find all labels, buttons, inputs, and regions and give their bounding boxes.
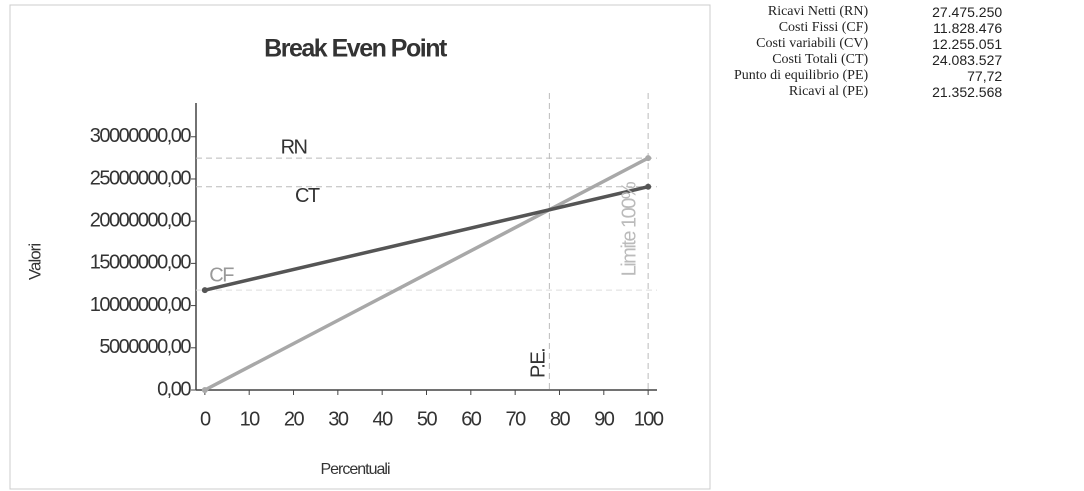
x-tick-label: 30 bbox=[328, 408, 349, 430]
summary-rows: Ricavi Netti (RN) 27.475.250 Costi Fissi (… bbox=[720, 4, 1002, 100]
summary-row: Costi Totali (CT) 24.083.527 bbox=[720, 52, 1002, 68]
row-value: 77,72 bbox=[967, 68, 1003, 84]
row-label: Ricavi Netti (RN) bbox=[767, 4, 869, 19]
point bbox=[201, 287, 208, 294]
row-value: 24.083.527 bbox=[932, 52, 1003, 68]
row-label: Punto di equilibrio (PE) bbox=[734, 68, 869, 83]
x-axis-label: Percentuali bbox=[320, 461, 389, 478]
x-tick-label: 50 bbox=[417, 408, 438, 430]
row-value: 11.828.476 bbox=[933, 20, 1003, 36]
row-value: 21.352.568 bbox=[932, 84, 1003, 100]
chart-frame bbox=[9, 4, 711, 490]
y-tick-label: 15000000,00 bbox=[90, 252, 192, 274]
series-label: CT bbox=[295, 185, 320, 207]
x-tick-label: 0 bbox=[200, 408, 211, 430]
y-axis-label: Valori bbox=[25, 244, 44, 280]
chart: Break Even Point Valori Percentuali 0,00… bbox=[9, 4, 711, 490]
summary-row: Costi variabili (CV) 12.255.051 bbox=[720, 36, 1002, 52]
x-tick-label: 100 bbox=[634, 408, 664, 430]
x-tick-label: 10 bbox=[240, 408, 261, 430]
x-tick-label: 40 bbox=[373, 408, 394, 430]
y-tick-label: 20000000,00 bbox=[90, 209, 192, 231]
chart-title: Break Even Point bbox=[264, 35, 448, 63]
row-value: 27.475.250 bbox=[932, 4, 1003, 20]
summary-row: Punto di equilibrio (PE) 77,72 bbox=[720, 68, 1002, 84]
point bbox=[645, 155, 652, 162]
y-tick-label: 25000000,00 bbox=[90, 167, 192, 189]
series-line bbox=[204, 156, 649, 392]
x-tick-label: 90 bbox=[594, 408, 615, 430]
annotation: CF bbox=[209, 264, 234, 286]
x-tick-label: 20 bbox=[284, 408, 305, 430]
y-tick-label: 0,00 bbox=[157, 378, 191, 400]
point bbox=[201, 387, 208, 393]
summary-row: Costi Fissi (CF) 11.828.476 bbox=[720, 20, 1002, 36]
x-tick-label: 80 bbox=[550, 408, 571, 430]
row-label: Costi Totali (CT) bbox=[772, 52, 869, 67]
annotation: P.E. bbox=[528, 349, 550, 378]
x-tick-label: 70 bbox=[506, 408, 527, 430]
row-value: 12.255.051 bbox=[932, 36, 1003, 52]
summary-row: Ricavi al (PE) 21.352.568 bbox=[720, 84, 1002, 100]
row-label: Ricavi al (PE) bbox=[788, 84, 869, 99]
row-label: Costi variabili (CV) bbox=[756, 36, 869, 51]
y-tick-label: 5000000,00 bbox=[99, 336, 191, 358]
x-tick-label: 60 bbox=[461, 408, 482, 430]
summary-table: Ricavi Netti (RN) 27.475.250 Costi Fissi (… bbox=[720, 4, 1002, 100]
point bbox=[645, 183, 652, 190]
annotation: Limite 100% bbox=[618, 181, 640, 276]
y-tick-label: 10000000,00 bbox=[90, 294, 192, 316]
y-tick-label: 30000000,00 bbox=[90, 125, 192, 147]
series-label: RN bbox=[281, 136, 307, 158]
row-label: Costi Fissi (CF) bbox=[778, 20, 869, 35]
summary-row: Ricavi Netti (RN) 27.475.250 bbox=[720, 4, 1002, 20]
series-line bbox=[204, 185, 649, 292]
